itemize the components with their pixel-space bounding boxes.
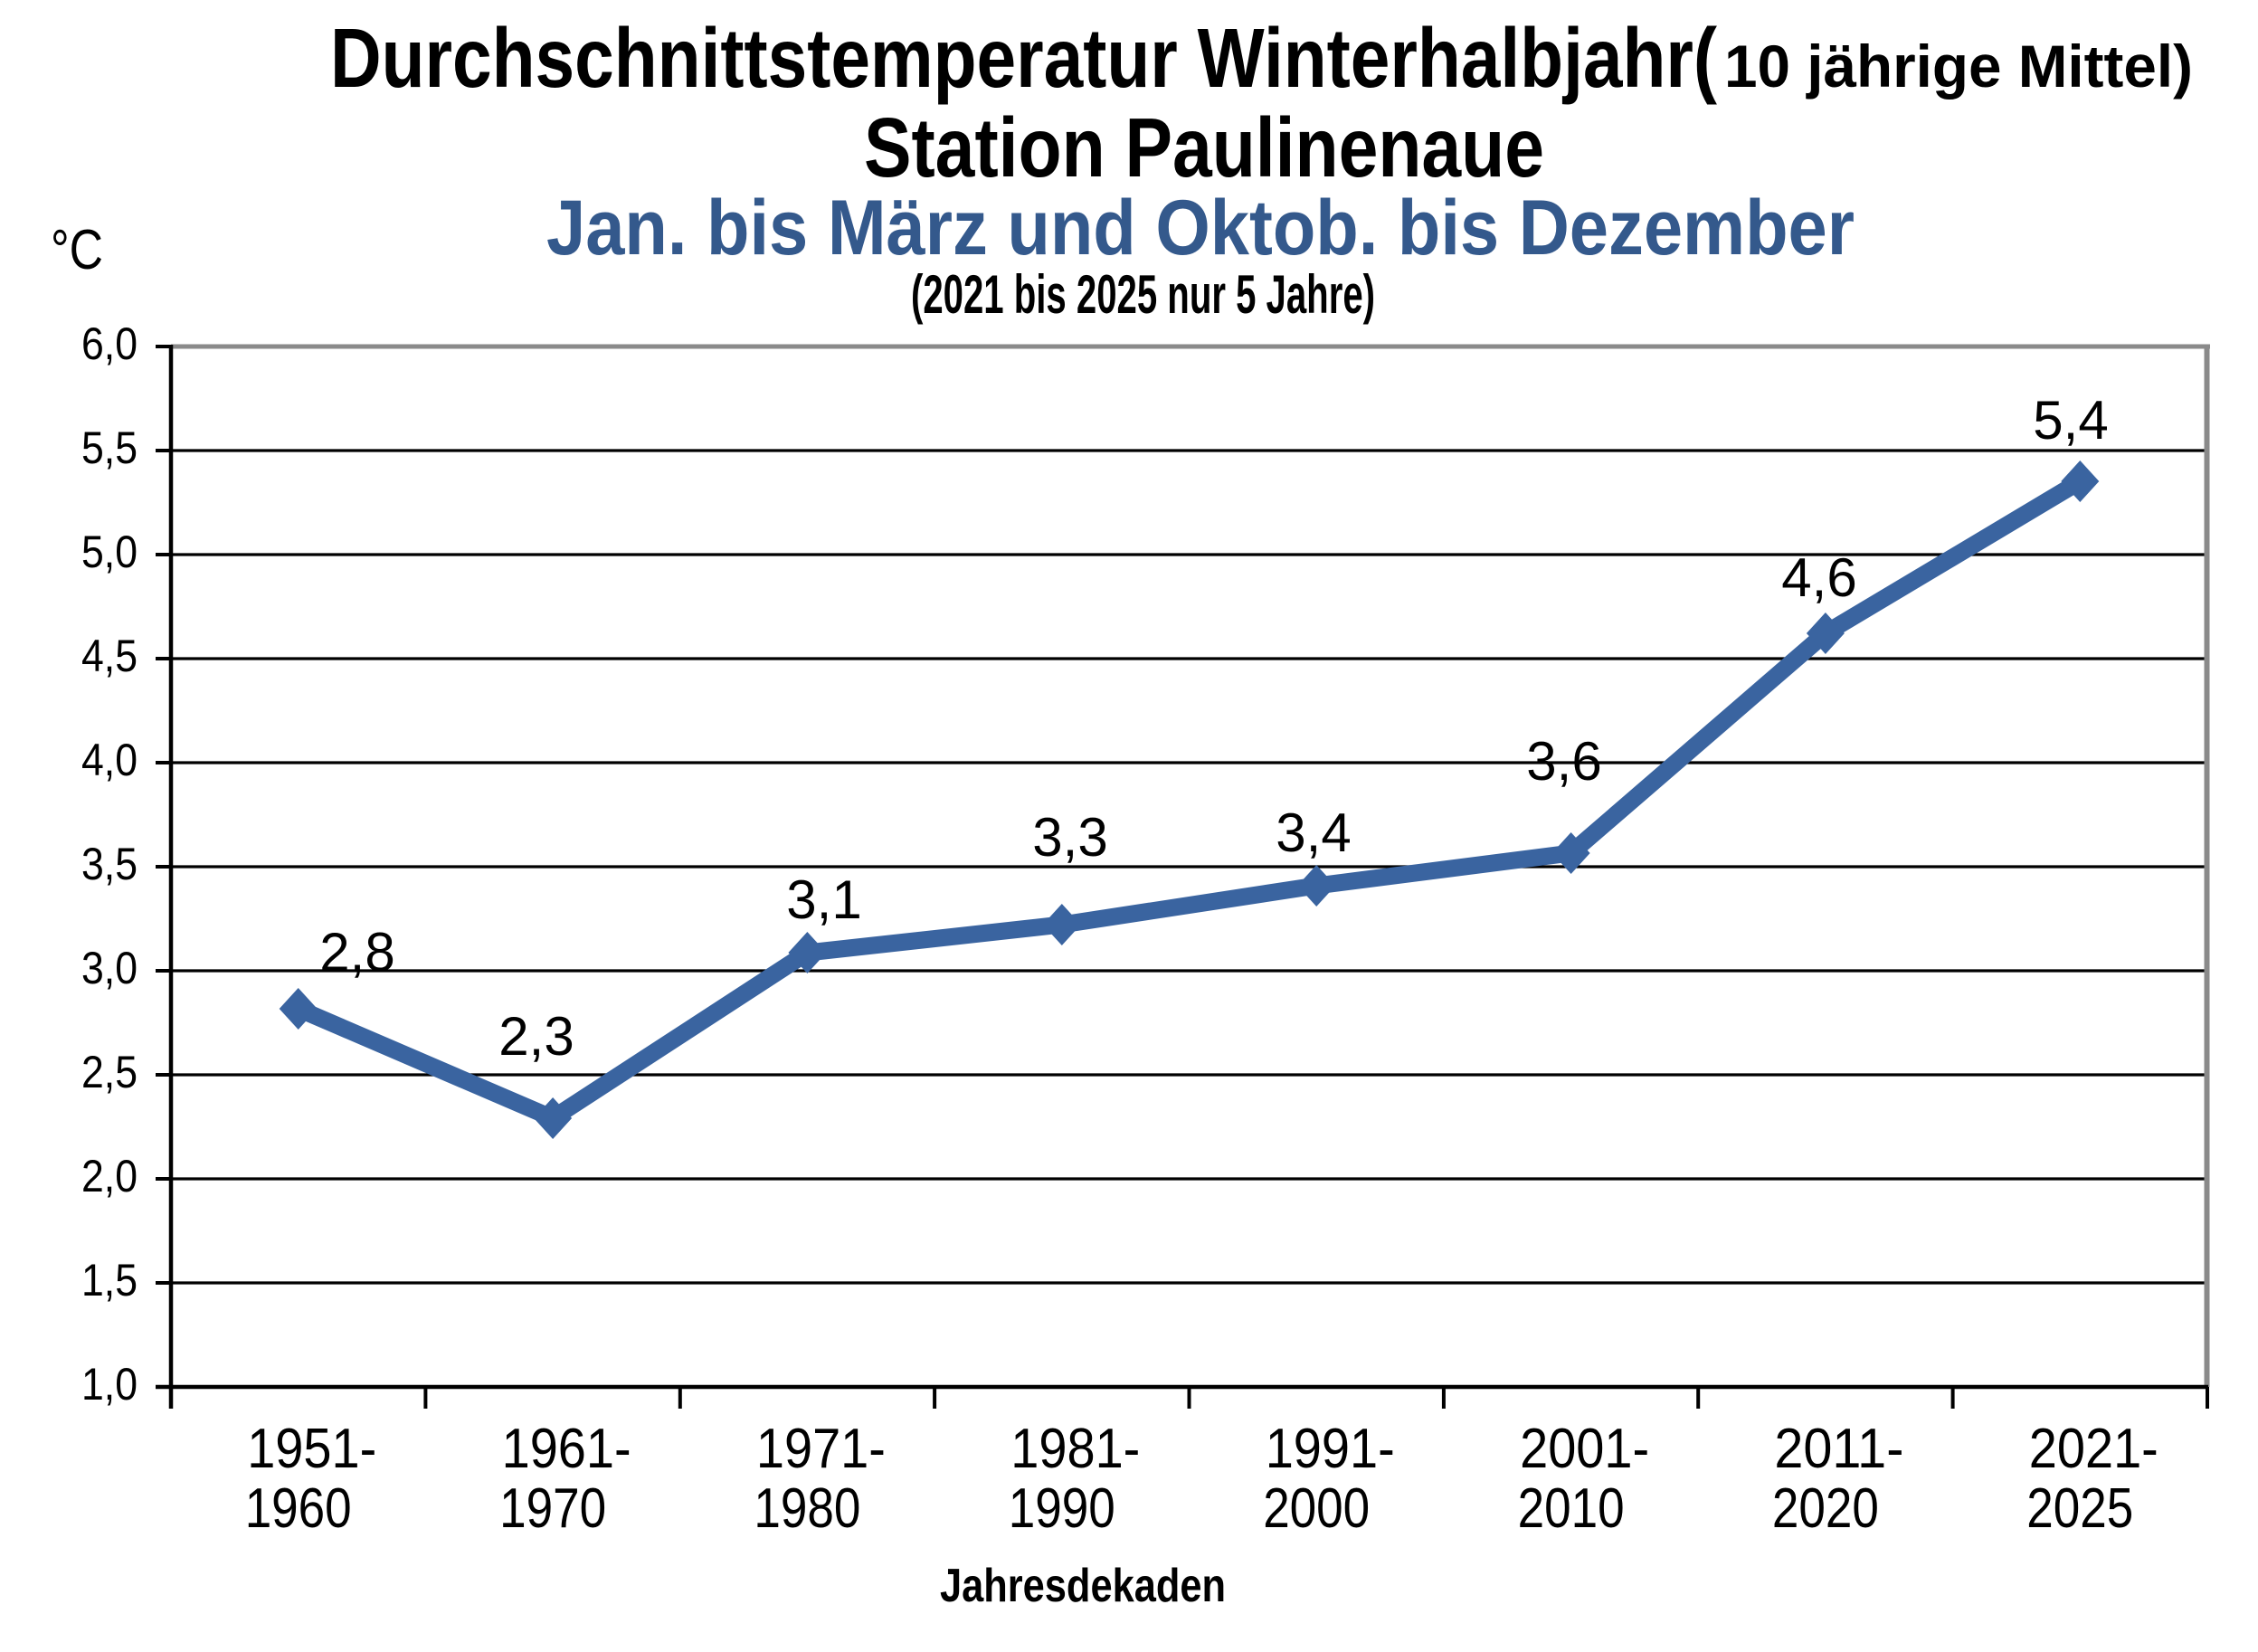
svg-text:2021-: 2021-: [2029, 1418, 2158, 1480]
svg-text:6,0: 6,0: [81, 318, 138, 369]
svg-text:1,5: 1,5: [81, 1255, 138, 1305]
svg-text:4,6: 4,6: [1781, 547, 1856, 608]
svg-text:5,4: 5,4: [2033, 390, 2108, 451]
svg-text:Durchschnittstemperatur Winter: Durchschnittstemperatur Winterhalbjahr(1…: [330, 11, 2193, 105]
svg-text:(2021 bis 2025 nur 5 Jahre): (2021 bis 2025 nur 5 Jahre): [911, 264, 1375, 325]
svg-text:2000: 2000: [1263, 1477, 1370, 1540]
svg-text:1991-: 1991-: [1266, 1418, 1395, 1480]
svg-text:2,0: 2,0: [81, 1151, 138, 1201]
svg-text:2011-: 2011-: [1774, 1418, 1903, 1480]
svg-text:1990: 1990: [1009, 1477, 1115, 1540]
svg-text:2001-: 2001-: [1520, 1418, 1649, 1480]
svg-text:Jan. bis März und Oktob. bis D: Jan. bis März und Oktob. bis Dezember: [546, 185, 1855, 271]
svg-text:3,5: 3,5: [81, 839, 138, 889]
svg-text:2,5: 2,5: [81, 1047, 138, 1097]
svg-text:1980: 1980: [754, 1477, 860, 1540]
svg-text:1970: 1970: [499, 1477, 606, 1540]
svg-text:1960: 1960: [245, 1477, 352, 1540]
svg-text:5,0: 5,0: [81, 527, 138, 577]
svg-text:4,5: 4,5: [81, 631, 138, 681]
svg-text:1981-: 1981-: [1010, 1418, 1140, 1480]
svg-text:3,4: 3,4: [1276, 802, 1351, 863]
svg-text:°C: °C: [51, 219, 103, 281]
svg-text:1951-: 1951-: [247, 1418, 376, 1480]
svg-text:2,8: 2,8: [319, 922, 394, 983]
svg-text:5,5: 5,5: [81, 422, 138, 473]
svg-text:1,0: 1,0: [81, 1359, 138, 1410]
svg-text:1961-: 1961-: [502, 1418, 631, 1480]
svg-text:1971-: 1971-: [756, 1418, 886, 1480]
svg-text:4,0: 4,0: [81, 735, 138, 785]
svg-text:2,3: 2,3: [498, 1006, 574, 1067]
svg-text:2010: 2010: [1518, 1477, 1625, 1540]
svg-text:3,6: 3,6: [1526, 731, 1601, 792]
svg-text:2020: 2020: [1772, 1477, 1879, 1540]
svg-text:3,0: 3,0: [81, 943, 138, 993]
svg-text:Station Paulinenaue: Station Paulinenaue: [864, 100, 1544, 195]
svg-text:3,3: 3,3: [1032, 807, 1107, 868]
svg-text:Jahresdekaden: Jahresdekaden: [940, 1560, 1226, 1612]
svg-text:2025: 2025: [2026, 1477, 2133, 1540]
svg-text:3,1: 3,1: [786, 869, 861, 930]
